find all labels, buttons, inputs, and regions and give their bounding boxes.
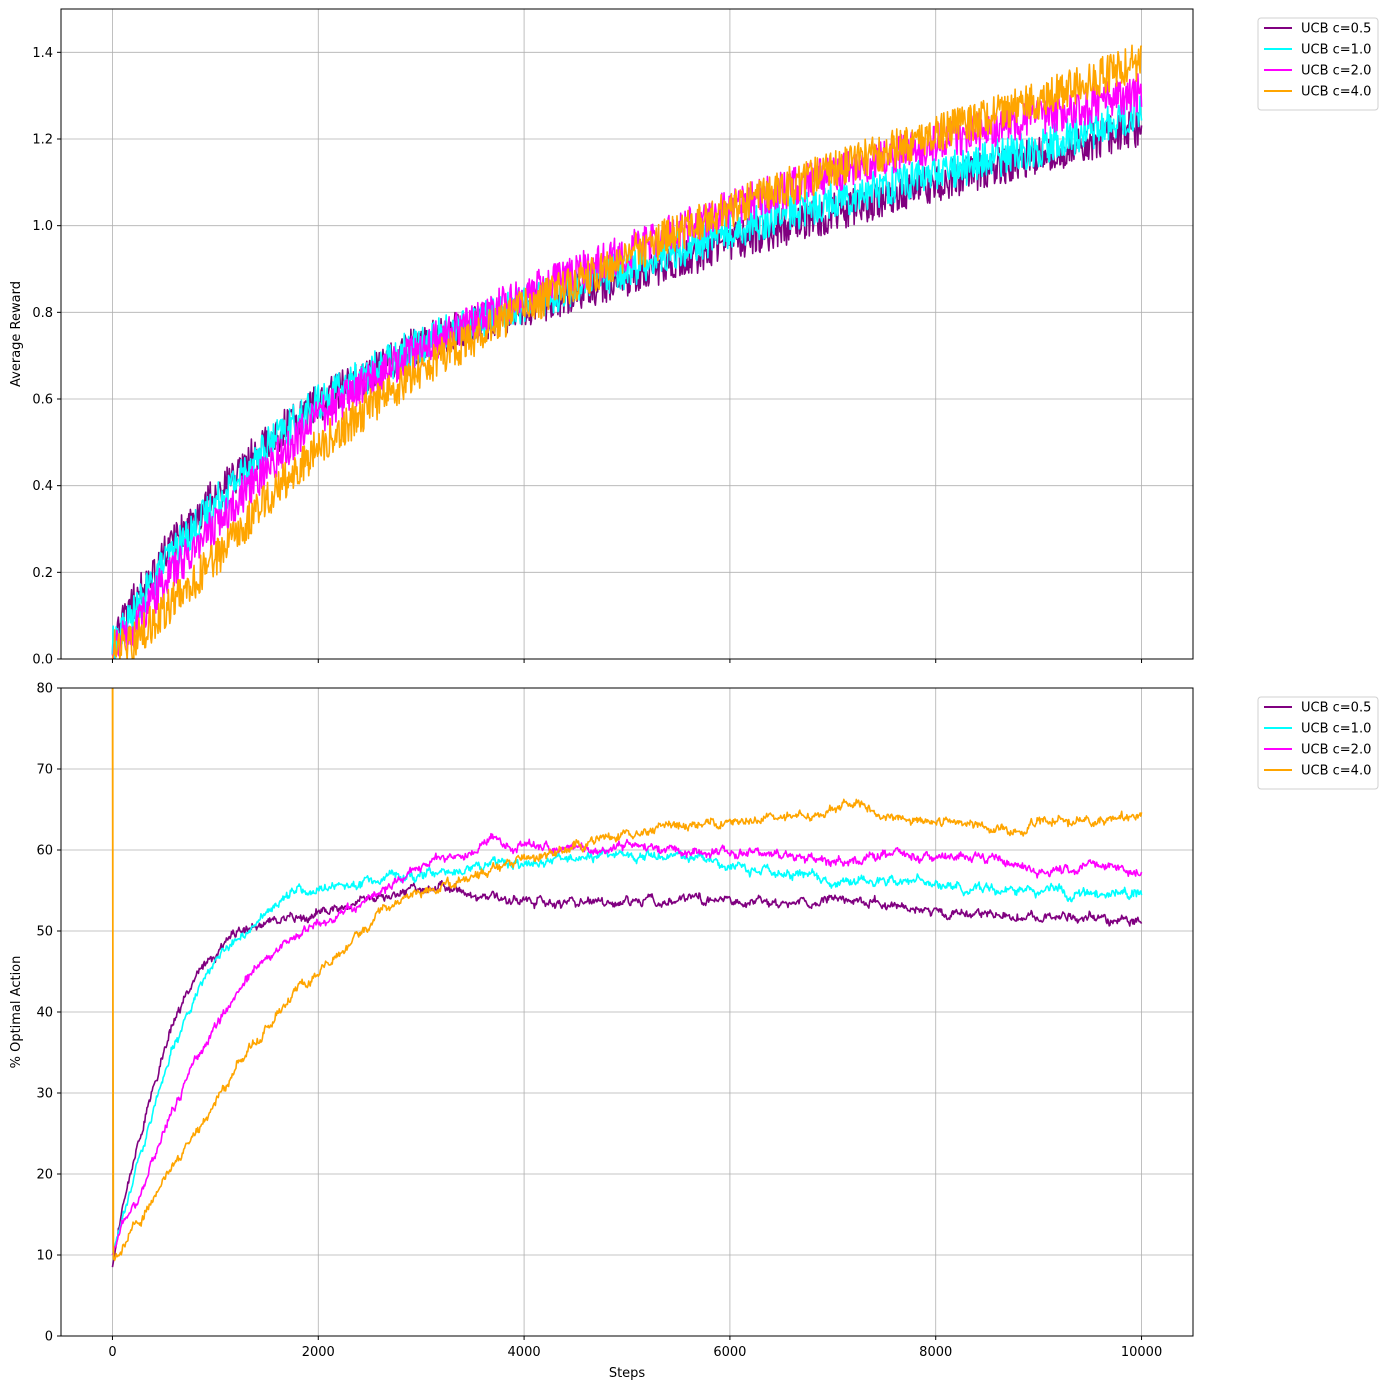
optimal-action-y-tick-label: 80 [36, 682, 53, 697]
optimal-action-legend: UCB c=0.5 UCB c=1.0 UCB c=2.0 UCB c=4.0 [1257, 696, 1379, 790]
reward-y-tick-label: 1.4 [32, 46, 53, 61]
optimal-action-legend-label: UCB c=0.5 [1301, 701, 1371, 716]
optimal-action-y-tick-label: 20 [36, 1168, 53, 1183]
optimal-action-series-layer [111, 688, 1143, 1268]
optimal-action-y-tick-label: 70 [36, 763, 53, 778]
reward-ticks: 0.0 0.2 0.4 0.6 0.8 1.0 1.2 1.4 [32, 46, 1143, 668]
optimal-action-series-line-ucb-c-2-0 [111, 832, 1143, 1256]
reward-series-line-ucb-c-4-0 [111, 44, 1143, 659]
optimal-action-legend-box [1257, 696, 1379, 790]
reward-y-tick-label: 1.0 [32, 219, 53, 234]
reward-legend-label: UCB c=1.0 [1301, 43, 1371, 58]
optimal-action-y-tick-label: 60 [36, 844, 53, 859]
reward-series-layer [111, 44, 1143, 659]
reward-legend-box [1257, 17, 1379, 111]
optimal-action-y-tick-label: 30 [36, 1087, 53, 1102]
optimal-action-subplot: 0 2000 4000 6000 8000 1000001020304050607080 … [9, 682, 1379, 1381]
reward-y-tick-label: 1.2 [32, 133, 53, 148]
reward-y-tick-label: 0.2 [32, 566, 53, 581]
optimal-action-x-tick-label: 0 [108, 1345, 116, 1360]
optimal-action-x-tick-label: 8000 [919, 1345, 952, 1360]
optimal-action-x-tick-label: 6000 [713, 1345, 746, 1360]
reward-y-tick-label: 0.4 [32, 479, 53, 494]
reward-legend-label: UCB c=2.0 [1301, 64, 1371, 79]
optimal-action-legend-label: UCB c=1.0 [1301, 722, 1371, 737]
reward-y-tick-label: 0.8 [32, 306, 53, 321]
reward-y-axis-label: Average Reward [9, 281, 24, 387]
optimal-action-series-line-ucb-c-1-0 [111, 847, 1143, 1256]
optimal-action-series-line-ucb-c-0-5 [111, 879, 1143, 1268]
optimal-action-legend-label: UCB c=4.0 [1301, 764, 1371, 779]
reward-y-tick-label: 0.6 [32, 393, 53, 408]
reward-legend-label: UCB c=4.0 [1301, 85, 1371, 100]
reward-series-line-ucb-c-1-0 [111, 95, 1143, 659]
reward-y-tick-label: 0.0 [32, 653, 53, 668]
reward-subplot: 0.00.20.40.60.81.01.21.4 Average Reward … [9, 8, 1379, 668]
optimal-action-x-tick-label: 4000 [508, 1345, 541, 1360]
optimal-action-y-axis-label: % Optimal Action [9, 956, 24, 1069]
optimal-action-y-tick-label: 0 [45, 1330, 53, 1345]
optimal-action-y-tick-label: 50 [36, 925, 53, 940]
optimal-action-series-line-ucb-c-4-0 [111, 688, 1143, 1262]
optimal-action-y-tick-label: 10 [36, 1249, 53, 1264]
reward-legend: UCB c=0.5 UCB c=1.0 UCB c=2.0 UCB c=4.0 [1257, 17, 1379, 111]
steps-x-axis-label: Steps [609, 1366, 646, 1381]
optimal-action-ticks: 0 2000 4000 6000 8000 10000 0 10 20 30 40 50 60 70 80 [36, 682, 1162, 1361]
optimal-action-x-tick-label: 2000 [302, 1345, 335, 1360]
reward-axes-frame [60, 8, 1194, 660]
optimal-action-y-tick-label: 40 [36, 1006, 53, 1021]
optimal-action-legend-label: UCB c=2.0 [1301, 743, 1371, 758]
optimal-action-x-tick-label: 10000 [1121, 1345, 1162, 1360]
reward-legend-label: UCB c=0.5 [1301, 22, 1371, 37]
